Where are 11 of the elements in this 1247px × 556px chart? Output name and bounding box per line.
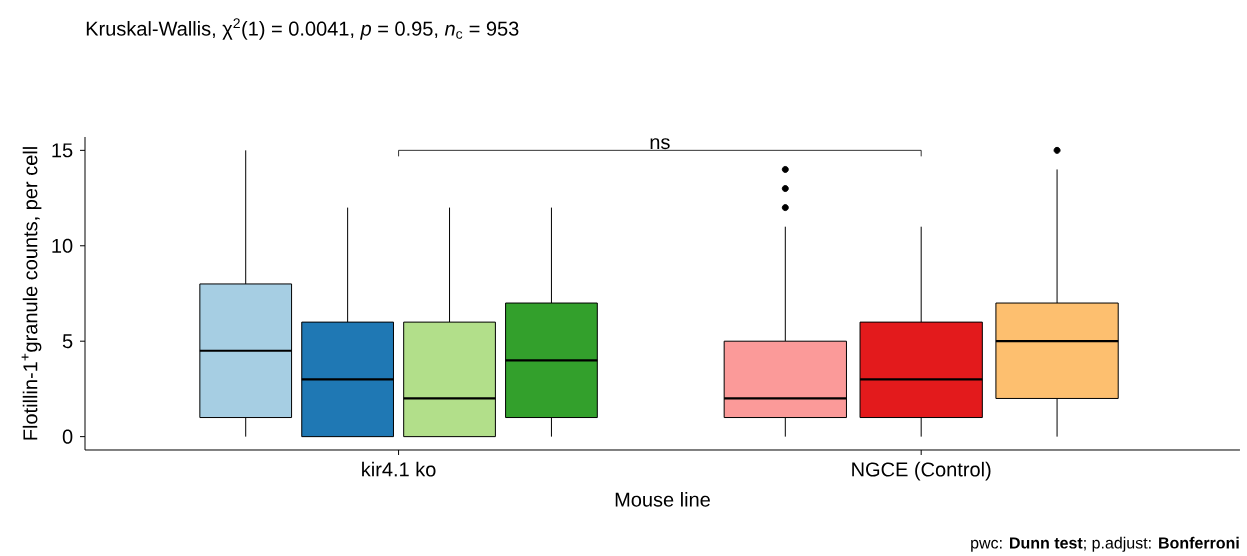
annotation: ns [650,138,670,150]
x-axis-title: Mouse line [615,492,710,507]
text: pwc: Dunn test; p.adjust: Bonferroni [971,536,1239,552]
y-tick-label: 15 [52,143,73,158]
x-tick-label: NGCE (Control) [852,461,991,481]
y-axis-title: Flotillin-1$^{+}$granule counts, per cell [21,147,42,440]
x-tick-label: kir4.1 ko [362,461,436,477]
y-tick-label: 10 [52,238,73,253]
y-tick-label: 0 [62,429,73,444]
chart-title: Kruskal-Wallis, χ$^{2}$(1) = 0.0041, p = 0.95, n$_{c}$ = 953 [86,18,519,40]
y-tick-label: 5 [62,334,73,349]
